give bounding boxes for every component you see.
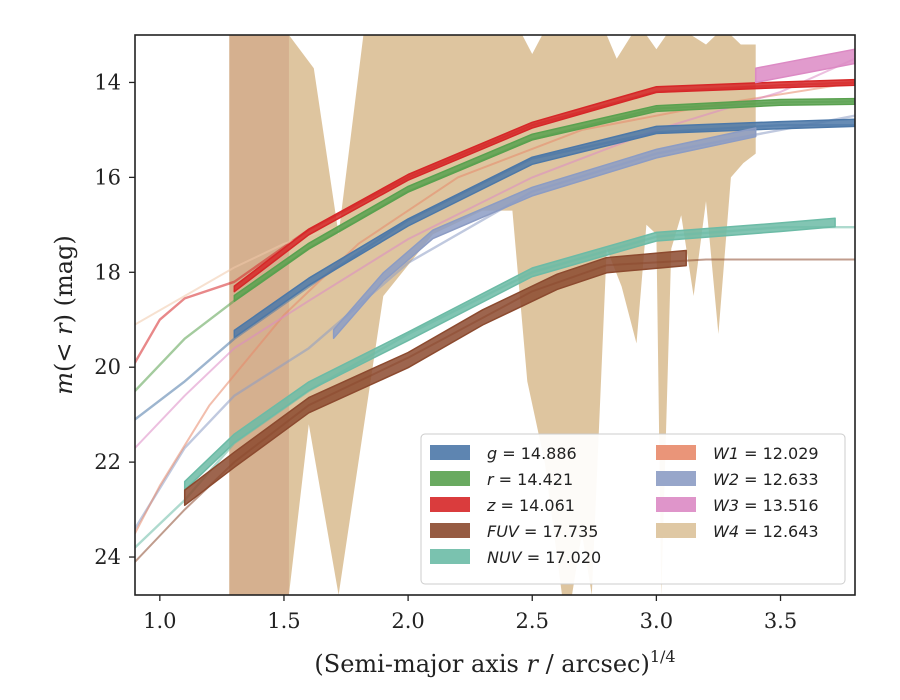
y-axis: 14 16 18 20 22 24 [94, 70, 135, 569]
w4-envelope [229, 35, 756, 595]
y-tick-label: 20 [94, 355, 121, 379]
plot-frame [134, 34, 856, 596]
x-tick-label: 3.5 [764, 609, 797, 633]
legend-label-w4: W4 = 12.643 [713, 522, 819, 541]
legend-label-w3: W3 = 13.516 [713, 496, 819, 515]
x-axis-label: (Semi-major axis r / arcsec)1/4 [314, 647, 675, 678]
legend-label-fuv: FUV = 17.735 [487, 522, 598, 541]
x-axis: 1.0 1.5 2.0 2.5 3.0 3.5 [143, 595, 797, 633]
y-axis-label: m(< r) (mag) [50, 235, 78, 395]
x-tick-label: 1.5 [267, 609, 300, 633]
legend-swatch-nuv [430, 549, 470, 564]
x-tick-label: 1.0 [143, 609, 176, 633]
series-band-z [233, 78, 855, 293]
x-tick-label: 3.0 [640, 609, 673, 633]
plot-area [135, 35, 855, 595]
legend-label-w2: W2 = 12.633 [713, 470, 819, 489]
series-line-w1 [135, 81, 855, 535]
legend-frame [420, 433, 846, 585]
series-band-r [233, 97, 855, 302]
y-tick-label: 22 [94, 450, 121, 474]
x-tick-label: 2.0 [391, 609, 424, 633]
y-tick-label: 24 [94, 545, 121, 569]
legend-label-g: g = 14.886 [487, 444, 577, 463]
legend-label-nuv: NUV = 17.020 [487, 548, 601, 567]
legend-swatch-z [430, 497, 470, 512]
series-band-nuv [183, 217, 836, 491]
legend-swatch-w4 [656, 523, 696, 538]
legend-label-w1: W1 = 12.029 [713, 444, 819, 463]
legend-swatch-fuv [430, 523, 470, 538]
series-line-w1-faint [135, 219, 360, 326]
y-tick-label: 14 [94, 70, 121, 94]
series-band-w3 [754, 48, 855, 84]
legend-swatch-w2 [656, 471, 696, 486]
y-tick-label: 16 [94, 165, 121, 189]
x-tick-label: 2.5 [516, 609, 549, 633]
legend-swatch-r [430, 471, 470, 486]
legend-label-z: z = 14.061 [486, 496, 575, 515]
series-band-g [233, 118, 855, 339]
series-band-w2 [332, 127, 757, 340]
y-tick-label: 18 [94, 260, 121, 284]
legend-swatch-w3 [656, 497, 696, 512]
series-band-fuv [183, 249, 687, 507]
legend-swatch-w1 [656, 445, 696, 460]
legend: g = 14.886 r = 14.421 z = 14.061 FUV = 17.7… [420, 433, 846, 585]
legend-swatch-g [430, 445, 470, 460]
legend-label-r: r = 14.421 [487, 470, 573, 489]
